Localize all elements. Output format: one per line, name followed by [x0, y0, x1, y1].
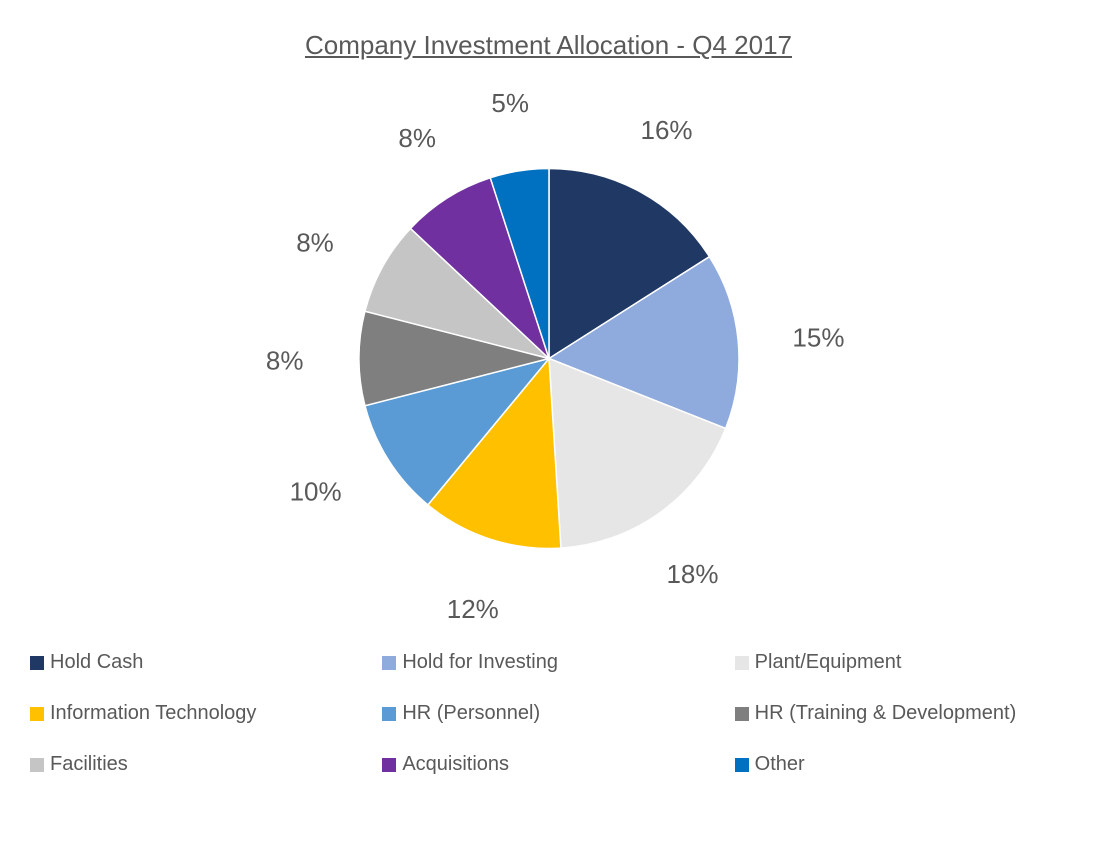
legend-label: Facilities	[50, 753, 128, 776]
slice-label: 15%	[792, 322, 844, 353]
slice-label: 16%	[640, 115, 692, 146]
slice-label: 18%	[666, 559, 718, 590]
legend-label: Plant/Equipment	[755, 651, 902, 674]
slice-label: 8%	[296, 227, 334, 258]
legend-swatch	[30, 707, 44, 721]
legend-swatch	[382, 707, 396, 721]
legend-item: Facilities	[30, 753, 362, 776]
slice-label: 8%	[398, 123, 436, 154]
legend-item: Hold Cash	[30, 651, 362, 674]
legend-label: Information Technology	[50, 702, 256, 725]
slice-label: 5%	[491, 88, 529, 119]
legend-swatch	[30, 656, 44, 670]
legend-label: HR (Training & Development)	[755, 702, 1017, 725]
chart-title: Company Investment Allocation - Q4 2017	[305, 30, 792, 61]
legend-swatch	[382, 656, 396, 670]
legend-item: HR (Personnel)	[382, 702, 714, 725]
legend-label: Hold Cash	[50, 651, 143, 674]
slice-label: 8%	[266, 346, 304, 377]
pie-svg	[359, 169, 739, 549]
legend-swatch	[30, 758, 44, 772]
legend-label: Hold for Investing	[402, 651, 558, 674]
pie-chart-area: 16% 15% 18% 12% 10% 8% 8% 8% 5%	[30, 81, 1067, 641]
legend-label: Other	[755, 753, 805, 776]
legend-item: HR (Training & Development)	[735, 702, 1067, 725]
legend-swatch	[735, 656, 749, 670]
legend: Hold Cash Hold for Investing Plant/Equipme…	[30, 651, 1067, 776]
legend-swatch	[735, 758, 749, 772]
legend-swatch	[382, 758, 396, 772]
legend-item: Information Technology	[30, 702, 362, 725]
slice-label: 12%	[447, 594, 499, 625]
slice-label: 10%	[290, 477, 342, 508]
legend-label: HR (Personnel)	[402, 702, 540, 725]
legend-item: Acquisitions	[382, 753, 714, 776]
legend-swatch	[735, 707, 749, 721]
legend-item: Other	[735, 753, 1067, 776]
legend-item: Hold for Investing	[382, 651, 714, 674]
legend-label: Acquisitions	[402, 753, 509, 776]
pie-chart	[359, 169, 739, 554]
legend-item: Plant/Equipment	[735, 651, 1067, 674]
chart-container: Company Investment Allocation - Q4 2017 …	[0, 0, 1097, 846]
